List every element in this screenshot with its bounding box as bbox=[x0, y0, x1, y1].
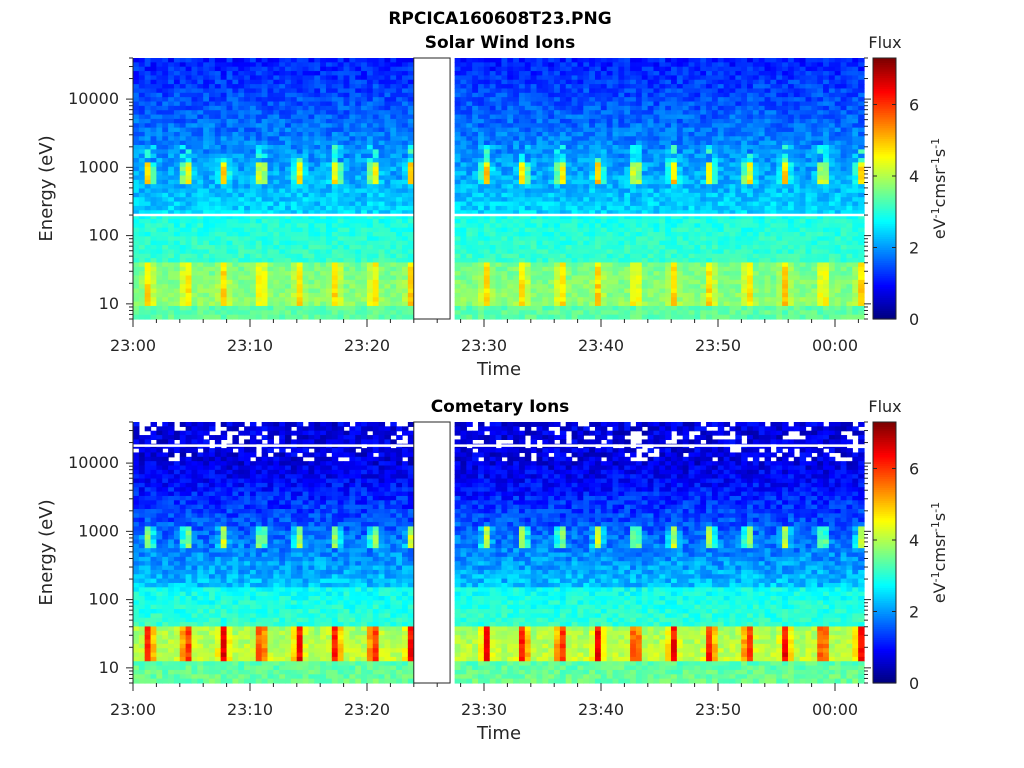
colorbar-tick-label: 2 bbox=[909, 238, 919, 257]
y-tick-label: 1000 bbox=[78, 157, 119, 176]
axes: 10 100 1000 10000 23:00 23:10 23:20 23:30 23:40 2… bbox=[36, 421, 871, 744]
y-axis-label: Energy (eV) bbox=[36, 499, 57, 605]
x-tick-label: 23:10 bbox=[227, 336, 273, 355]
x-tick-label: 23:20 bbox=[344, 336, 390, 355]
y-tick-label: 1000 bbox=[78, 521, 119, 540]
colorbar-tick-label: 6 bbox=[909, 459, 919, 478]
colorbar-tick-label: 4 bbox=[909, 531, 919, 550]
panel-2-title: Cometary Ions bbox=[431, 397, 570, 417]
x-tick-label: 00:00 bbox=[812, 700, 858, 719]
x-tick-label: 23:00 bbox=[110, 336, 156, 355]
panel-cometary: 10 100 1000 10000 23:00 23:10 23:20 23:30 23:40 2… bbox=[36, 397, 949, 744]
panel-1-title: Solar Wind Ions bbox=[425, 33, 576, 53]
y-tick-label: 10 bbox=[99, 294, 119, 313]
panel-solar-wind: 10 100 1000 10000 23:00 23:10 23:20 23:30 23:40 2… bbox=[36, 33, 949, 380]
x-tick-label: 23:50 bbox=[695, 700, 741, 719]
x-tick-label: 23:30 bbox=[461, 336, 507, 355]
axes: 10 100 1000 10000 23:00 23:10 23:20 23:30 23:40 2… bbox=[36, 57, 871, 380]
colorbar: 0 2 4 6 Flux eV-1cmsr-1s-1 bbox=[868, 397, 949, 693]
colorbar-title: Flux bbox=[868, 33, 901, 52]
y-tick-label: 10000 bbox=[68, 89, 119, 108]
x-axis-label: Time bbox=[476, 359, 521, 380]
x-tick-label: 23:20 bbox=[344, 700, 390, 719]
data-gap bbox=[413, 421, 451, 684]
x-tick-label: 23:40 bbox=[578, 336, 624, 355]
x-tick-label: 23:40 bbox=[578, 700, 624, 719]
colorbar-unit-label: eV-1cmsr-1s-1 bbox=[929, 138, 950, 239]
figure-title: RPCICA160608T23.PNG bbox=[388, 9, 611, 29]
x-tick-label: 00:00 bbox=[812, 336, 858, 355]
spectrogram bbox=[133, 422, 865, 684]
x-tick-label: 23:00 bbox=[110, 700, 156, 719]
x-axis-label: Time bbox=[476, 723, 521, 744]
colorbar-tick-label: 0 bbox=[909, 310, 919, 329]
x-tick-label: 23:10 bbox=[227, 700, 273, 719]
y-tick-label: 100 bbox=[88, 226, 119, 245]
colorbar-tick-label: 4 bbox=[909, 167, 919, 186]
colorbar-title: Flux bbox=[868, 397, 901, 416]
colorbar-tick-label: 0 bbox=[909, 674, 919, 693]
data-gap bbox=[413, 57, 451, 320]
x-tick-label: 23:50 bbox=[695, 336, 741, 355]
y-axis-label: Energy (eV) bbox=[36, 135, 57, 241]
spectrogram bbox=[133, 58, 865, 320]
y-tick-label: 10 bbox=[99, 658, 119, 677]
colorbar-tick-label: 2 bbox=[909, 602, 919, 621]
y-tick-label: 10000 bbox=[68, 453, 119, 472]
y-tick-label: 100 bbox=[88, 590, 119, 609]
x-tick-label: 23:30 bbox=[461, 700, 507, 719]
colorbar: 0 2 4 6 Flux eV-1cmsr-1s-1 bbox=[868, 33, 949, 329]
colorbar-tick-label: 6 bbox=[909, 95, 919, 114]
colorbar-unit-label: eV-1cmsr-1s-1 bbox=[929, 502, 950, 603]
